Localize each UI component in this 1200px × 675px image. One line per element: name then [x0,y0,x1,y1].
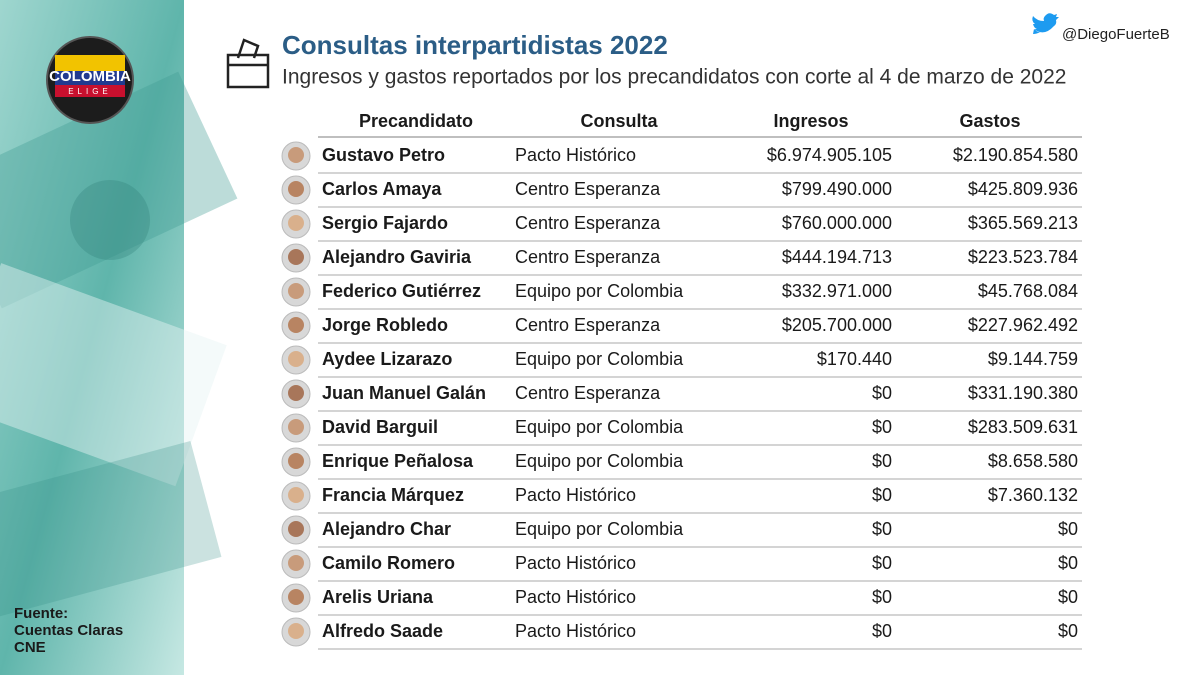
column-header: Gastos [959,111,1020,131]
candidate-name: Francia Márquez [322,485,464,505]
avatar-face [288,419,304,435]
avatar-face [288,351,304,367]
gastos: $425.809.936 [968,179,1078,199]
ingresos: $6.974.905.105 [767,145,892,165]
source-line: Fuente: [14,605,68,622]
gastos: $0 [1058,587,1078,607]
gastos: $8.658.580 [988,451,1078,471]
candidate-name: Camilo Romero [322,553,455,573]
twitter-icon [1032,13,1059,35]
subtitle: Ingresos y gastos reportados por los pre… [282,66,1066,89]
ingresos: $0 [872,383,892,403]
gastos: $45.768.084 [978,281,1078,301]
source-line: CNE [14,639,46,656]
consulta: Equipo por Colombia [515,417,684,437]
avatar-face [288,147,304,163]
consulta: Equipo por Colombia [515,451,684,471]
avatar-face [288,521,304,537]
consulta: Centro Esperanza [515,213,661,233]
consulta: Centro Esperanza [515,179,661,199]
gastos: $283.509.631 [968,417,1078,437]
candidate-name: Federico Gutiérrez [322,281,481,301]
avatar-face [288,385,304,401]
column-header: Precandidato [359,111,473,131]
gastos: $223.523.784 [968,247,1078,267]
avatar-face [288,215,304,231]
ingresos: $170.440 [817,349,892,369]
ingresos: $0 [872,519,892,539]
ballot-icon [226,38,270,89]
candidate-name: Alfredo Saade [322,621,443,641]
candidate-name: Juan Manuel Galán [322,383,486,403]
logo-text: COLOMBIA [49,68,131,85]
candidate-name: David Barguil [322,417,438,437]
ingresos: $0 [872,587,892,607]
gastos: $0 [1058,519,1078,539]
gastos: $365.569.213 [968,213,1078,233]
ingresos: $0 [872,485,892,505]
gastos: $9.144.759 [988,349,1078,369]
ingresos: $0 [872,621,892,641]
candidate-name: Sergio Fajardo [322,213,448,233]
ingresos: $205.700.000 [782,315,892,335]
ingresos: $444.194.713 [782,247,892,267]
candidate-name: Alejandro Char [322,519,451,539]
consulta: Equipo por Colombia [515,519,684,539]
title: Consultas interpartidistas 2022 [282,30,668,60]
gastos: $331.190.380 [968,383,1078,403]
candidate-name: Alejandro Gaviria [322,247,472,267]
source: Fuente: Cuentas Claras CNE [14,605,123,656]
logo-text: ELIGE [68,87,112,96]
ingresos: $332.971.000 [782,281,892,301]
avatar-face [288,181,304,197]
consulta: Equipo por Colombia [515,281,684,301]
consulta: Pacto Histórico [515,553,636,573]
gastos: $7.360.132 [988,485,1078,505]
gastos: $227.962.492 [968,315,1078,335]
candidate-name: Arelis Uriana [322,587,434,607]
consulta: Pacto Histórico [515,145,636,165]
gastos: $0 [1058,621,1078,641]
handle: @DiegoFuerteB [1062,26,1170,43]
candidate-name: Enrique Peñalosa [322,451,474,471]
ingresos: $799.490.000 [782,179,892,199]
logo: COLOMBIA ELIGE [46,36,134,124]
consulta: Equipo por Colombia [515,349,684,369]
consulta: Centro Esperanza [515,315,661,335]
candidate-name: Carlos Amaya [322,179,442,199]
avatar-face [288,589,304,605]
avatar-face [288,555,304,571]
candidate-name: Aydee Lizarazo [322,349,452,369]
gastos: $0 [1058,553,1078,573]
candidate-name: Jorge Robledo [322,315,448,335]
consulta: Pacto Histórico [515,621,636,641]
column-header: Consulta [580,111,658,131]
ingresos: $760.000.000 [782,213,892,233]
ingresos: $0 [872,417,892,437]
consulta: Pacto Histórico [515,587,636,607]
consulta: Pacto Histórico [515,485,636,505]
avatar-face [288,283,304,299]
avatar-face [288,487,304,503]
gastos: $2.190.854.580 [953,145,1078,165]
column-header: Ingresos [773,111,848,131]
consulta: Centro Esperanza [515,247,661,267]
ingresos: $0 [872,451,892,471]
avatar-face [288,623,304,639]
ingresos: $0 [872,553,892,573]
avatar-face [288,453,304,469]
avatar-face [288,317,304,333]
source-line: Cuentas Claras [14,622,123,639]
avatar-face [288,249,304,265]
consulta: Centro Esperanza [515,383,661,403]
candidate-name: Gustavo Petro [322,145,445,165]
table: Precandidato Consulta Ingresos Gastos Gustav… [281,111,1082,650]
